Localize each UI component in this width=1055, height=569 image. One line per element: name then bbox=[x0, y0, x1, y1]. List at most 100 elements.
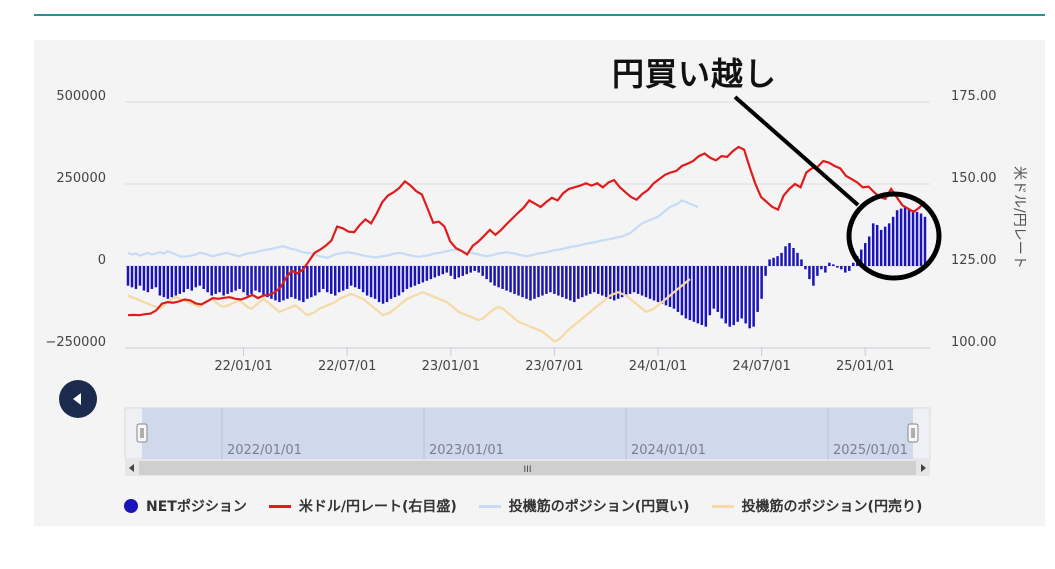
net-bar bbox=[226, 266, 229, 294]
net-bar bbox=[712, 266, 716, 309]
net-bar bbox=[170, 266, 174, 298]
short-position-line bbox=[127, 278, 691, 343]
net-bar bbox=[836, 266, 839, 268]
net-bar bbox=[413, 266, 417, 286]
net-bar bbox=[891, 216, 895, 266]
net-bar bbox=[326, 266, 329, 293]
net-bar bbox=[457, 266, 460, 278]
net-bar bbox=[832, 264, 835, 266]
legend-label: NETポジション bbox=[146, 499, 247, 515]
net-bar bbox=[668, 266, 672, 307]
net-bar bbox=[190, 266, 194, 291]
net-bar bbox=[469, 266, 472, 273]
net-bar bbox=[202, 266, 205, 289]
net-bar bbox=[883, 226, 887, 266]
scrollbar-thumb[interactable] bbox=[139, 461, 916, 475]
x-tick-label: 25/01/01 bbox=[836, 359, 894, 374]
y-right-tick-label: 150.00 bbox=[951, 171, 997, 186]
legend-label: 投機筋のポジション(円買い) bbox=[508, 499, 690, 515]
net-bar bbox=[748, 266, 751, 329]
legend-swatch bbox=[478, 504, 501, 508]
net-bar bbox=[489, 266, 492, 283]
x-tick-label: 23/01/01 bbox=[422, 359, 480, 374]
net-bar bbox=[768, 259, 771, 266]
net-bar bbox=[537, 266, 540, 298]
net-bar bbox=[473, 266, 476, 271]
net-bar bbox=[664, 266, 668, 306]
net-bar bbox=[732, 266, 735, 326]
net-bar bbox=[596, 266, 600, 294]
y-axis-left: 500000 250000 0 −250000 bbox=[45, 89, 106, 350]
net-bar bbox=[792, 247, 795, 266]
scroll-right-icon[interactable] bbox=[921, 464, 926, 472]
net-bar bbox=[493, 266, 496, 286]
net-bar bbox=[764, 266, 767, 276]
net-bar bbox=[593, 266, 596, 293]
net-bar bbox=[449, 266, 453, 276]
net-bar bbox=[569, 266, 572, 301]
net-bar bbox=[828, 262, 831, 266]
net-bar bbox=[585, 266, 588, 296]
net-bar bbox=[461, 266, 464, 276]
grid bbox=[125, 101, 930, 349]
net-bar bbox=[198, 266, 201, 286]
back-button[interactable] bbox=[59, 380, 97, 418]
x-tick-label: 22/01/01 bbox=[214, 359, 272, 374]
legend-item-rate[interactable]: 米ドル/円レート(右目盛) bbox=[268, 496, 457, 516]
net-bar bbox=[142, 266, 146, 291]
net-bar bbox=[417, 266, 421, 285]
net-bar bbox=[298, 266, 301, 301]
net-bar bbox=[174, 266, 178, 296]
net-bar bbox=[736, 266, 739, 322]
net-bar bbox=[425, 266, 429, 281]
net-bar bbox=[333, 266, 337, 296]
net-bar bbox=[887, 223, 891, 266]
net-bar bbox=[600, 266, 604, 296]
net-bar bbox=[477, 266, 480, 273]
net-bar bbox=[616, 266, 620, 299]
scroll-left-icon[interactable] bbox=[129, 464, 134, 472]
net-bar bbox=[784, 246, 787, 266]
net-position-bars bbox=[126, 206, 927, 329]
net-bar bbox=[549, 266, 552, 293]
net-bar bbox=[134, 266, 138, 289]
y-right-tick-label: 125.00 bbox=[951, 253, 997, 268]
legend-item-short[interactable]: 投機筋のポジション(円売り) bbox=[711, 496, 922, 516]
net-bar bbox=[266, 266, 269, 298]
net-bar bbox=[911, 210, 915, 266]
x-tick-label: 24/07/01 bbox=[732, 359, 790, 374]
net-bar bbox=[581, 266, 584, 298]
legend-swatch bbox=[268, 504, 291, 508]
net-bar bbox=[393, 266, 397, 298]
navigator-label: 2022/01/01 bbox=[227, 443, 302, 458]
net-bar bbox=[656, 266, 660, 303]
legend-label: 米ドル/円レート(右目盛) bbox=[298, 499, 457, 515]
navigator-handle[interactable] bbox=[907, 423, 919, 443]
y-left-tick-label: 500000 bbox=[56, 89, 106, 104]
net-bar bbox=[194, 266, 197, 288]
x-tick-label: 22/07/01 bbox=[318, 359, 376, 374]
net-bar bbox=[780, 252, 783, 266]
net-bar bbox=[577, 266, 580, 299]
net-bar bbox=[517, 266, 520, 296]
y-left-tick-label: 0 bbox=[98, 253, 106, 268]
net-bar bbox=[895, 210, 899, 266]
net-bar bbox=[429, 266, 433, 280]
net-bar bbox=[863, 243, 867, 266]
legend-item-net[interactable]: NETポジション bbox=[124, 496, 247, 516]
header-divider bbox=[34, 14, 1045, 16]
net-bar bbox=[150, 266, 154, 289]
net-bar bbox=[716, 266, 720, 312]
net-bar bbox=[652, 266, 656, 301]
net-bar bbox=[329, 266, 333, 294]
net-bar bbox=[919, 213, 923, 266]
y-right-tick-label: 175.00 bbox=[951, 89, 997, 104]
net-bar bbox=[696, 266, 700, 324]
net-bar bbox=[612, 266, 616, 301]
navigator-handle[interactable] bbox=[136, 423, 148, 443]
net-bar bbox=[453, 266, 457, 280]
net-bar bbox=[353, 266, 357, 288]
callout-circle bbox=[846, 191, 942, 281]
legend-item-long[interactable]: 投機筋のポジション(円買い) bbox=[478, 496, 690, 516]
